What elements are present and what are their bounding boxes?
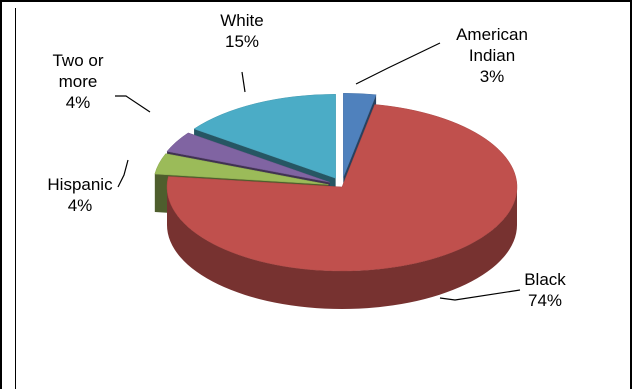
- pie-slice-two-or-more: [166, 132, 330, 183]
- percent-label-black: 74%: [528, 291, 562, 310]
- pie-tops: [154, 92, 518, 272]
- leader-line-white: [241, 71, 246, 93]
- leader-line-american-indian: [355, 42, 441, 85]
- slice-label-two-or-more: Two or: [52, 51, 103, 70]
- slice-label-two-or-more: more: [59, 72, 98, 91]
- pie-slice-hispanic: [154, 153, 329, 185]
- leader-line-hispanic: [117, 159, 129, 188]
- chart-border-line: [15, 8, 16, 389]
- pie-labels: American Indian 3% Black 74% Hispanic 4% Two or…: [47, 11, 566, 310]
- slice-label-black: Black: [524, 270, 566, 289]
- slice-label-hispanic: Hispanic: [47, 175, 113, 194]
- percent-label-two-or-more: 4%: [66, 93, 91, 112]
- slice-label-american-indian: American: [456, 25, 528, 44]
- pie-slice-white: [193, 94, 336, 179]
- percent-label-hispanic: 4%: [68, 196, 93, 215]
- pie-rim-black-0: [167, 187, 517, 309]
- slice-label-white: White: [220, 11, 263, 30]
- percent-label-american-indian: 3%: [480, 67, 505, 86]
- pie-leader-lines: [115, 42, 521, 301]
- pie-slice-american-indian: [343, 92, 377, 178]
- leader-line-black: [439, 289, 521, 301]
- slice-label-american-indian: Indian: [469, 46, 515, 65]
- leader-line-two-or-more: [115, 95, 151, 113]
- percent-label-white: 15%: [225, 32, 259, 51]
- pie-slice-black: [166, 104, 518, 272]
